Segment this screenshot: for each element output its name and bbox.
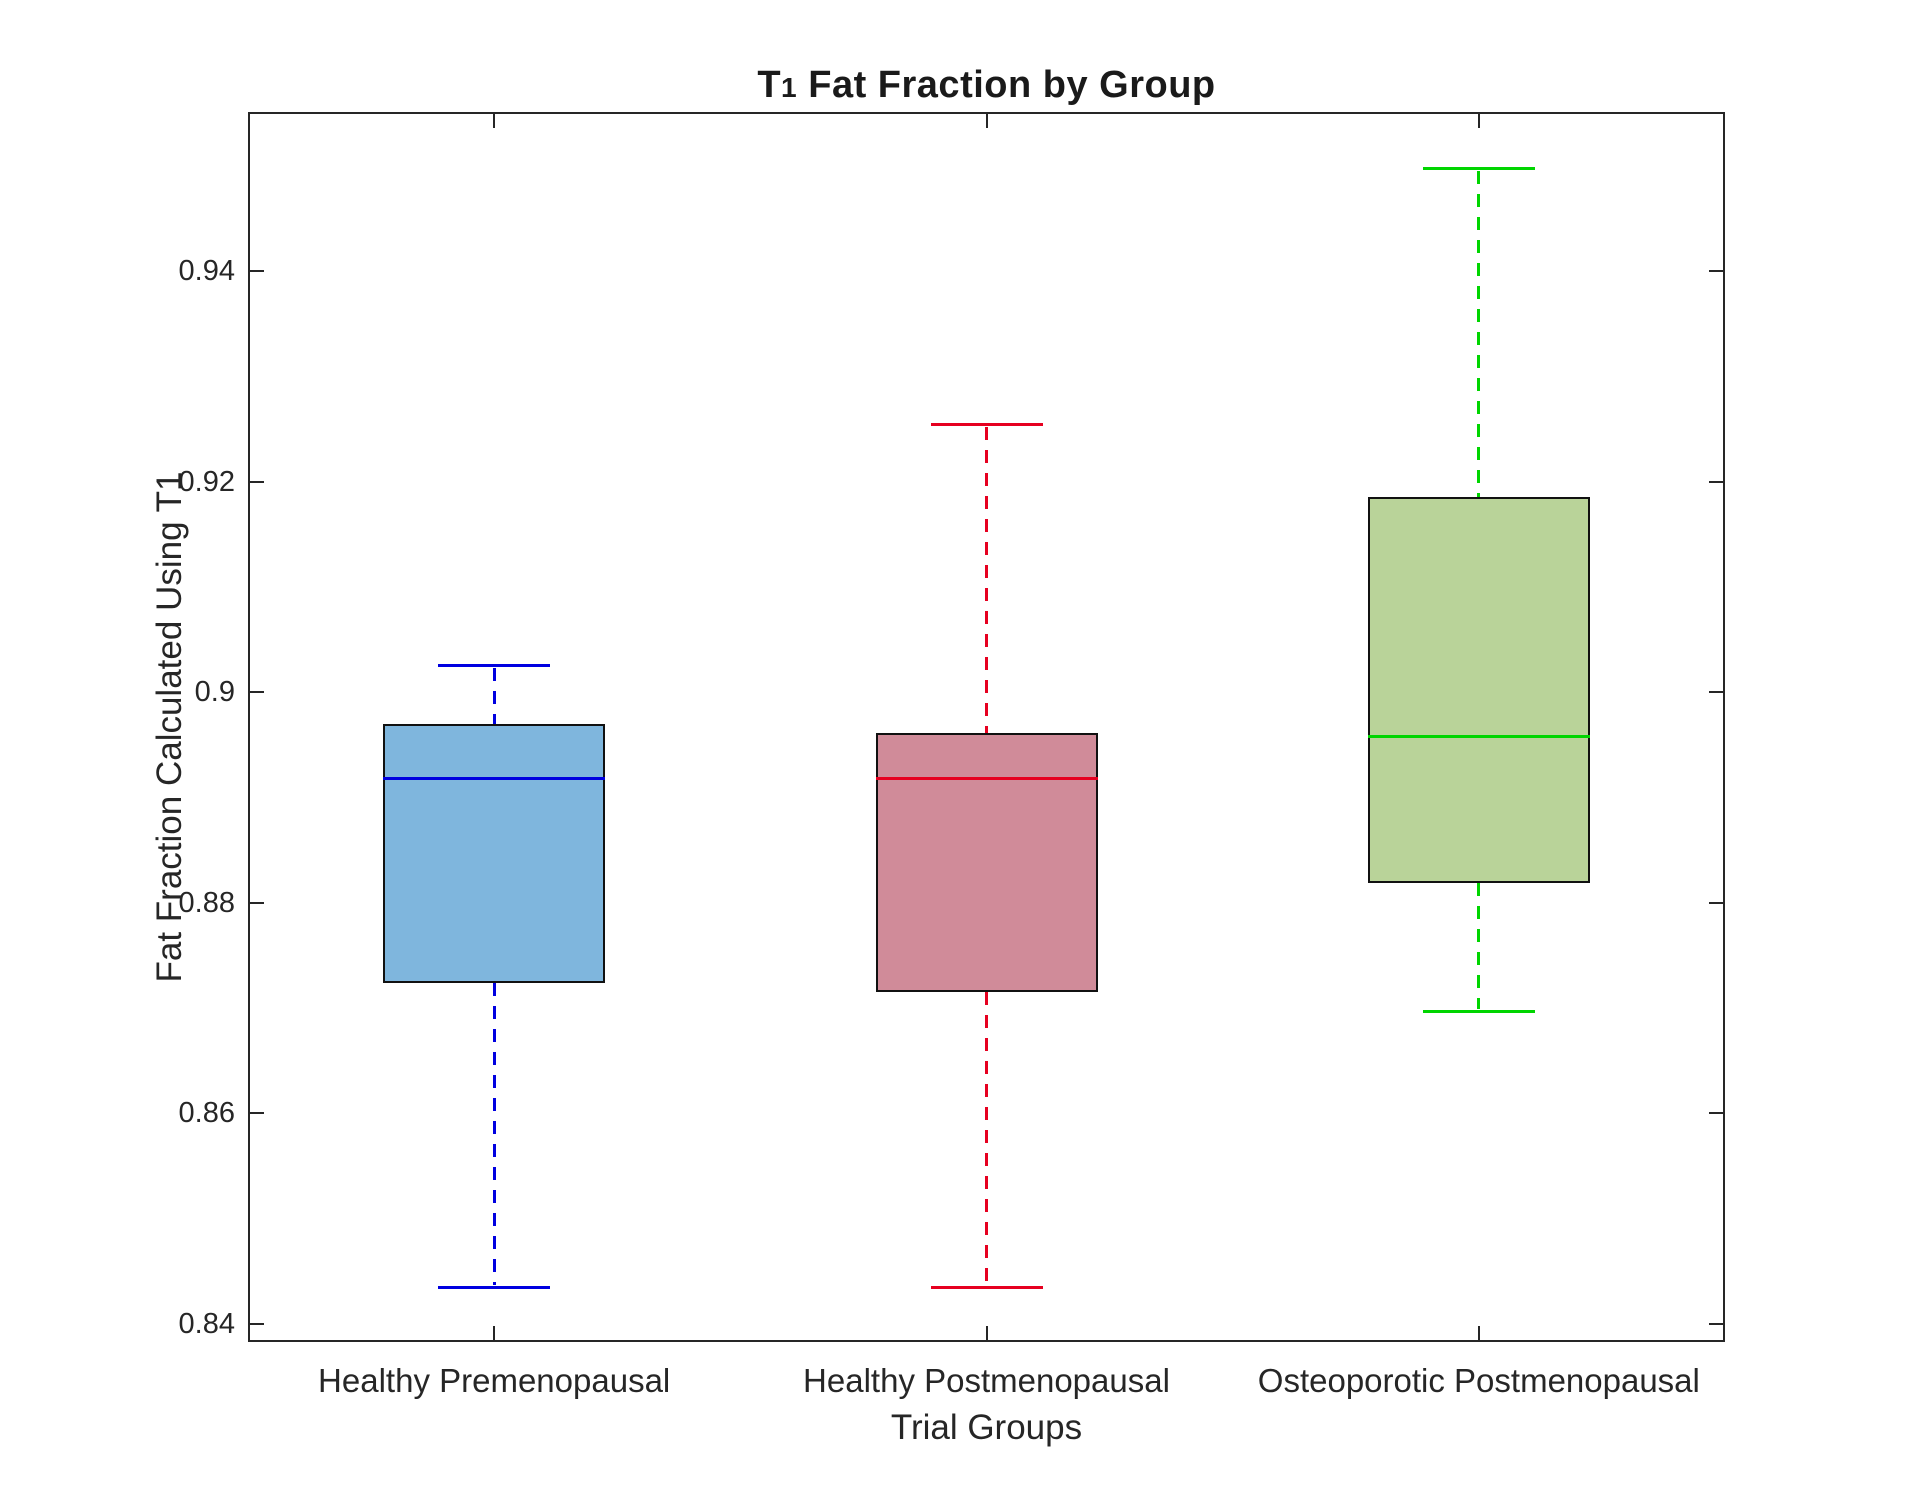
y-tick-left bbox=[248, 691, 264, 694]
upper-whisker-line bbox=[492, 667, 496, 724]
median-line bbox=[875, 776, 1098, 781]
x-tick-bottom bbox=[493, 1326, 496, 1342]
lower-whisker-cap bbox=[930, 1285, 1043, 1289]
y-tick-label: 0.88 bbox=[178, 886, 235, 919]
y-tick-left bbox=[248, 1323, 264, 1326]
y-tick-label: 0.92 bbox=[178, 465, 235, 498]
lower-whisker-line bbox=[985, 992, 988, 1286]
median-line bbox=[383, 776, 606, 781]
y-tick-label: 0.94 bbox=[178, 255, 235, 287]
y-axis-label: Fat Fraction Calculated Using T1 bbox=[150, 471, 189, 983]
lower-whisker-cap bbox=[1422, 1009, 1535, 1013]
y-tick-right bbox=[1709, 901, 1725, 904]
lower-whisker-line bbox=[492, 982, 496, 1286]
lower-whisker-line bbox=[1477, 882, 1481, 1010]
x-tick-top bbox=[985, 112, 988, 128]
upper-whisker-cap bbox=[1422, 167, 1535, 171]
box-iqr bbox=[383, 723, 606, 983]
upper-whisker-line bbox=[985, 426, 988, 734]
x-category-label: Healthy Postmenopausal bbox=[803, 1362, 1170, 1399]
y-tick-right bbox=[1709, 1112, 1725, 1115]
y-tick-left bbox=[248, 1112, 264, 1115]
y-tick-label: 0.9 bbox=[194, 676, 235, 709]
x-tick-bottom bbox=[1477, 1326, 1480, 1342]
y-tick-right bbox=[1709, 1323, 1725, 1326]
upper-whisker-cap bbox=[930, 423, 1043, 427]
x-tick-top bbox=[493, 112, 496, 128]
chart-title-rest: Fat Fraction by Group bbox=[797, 64, 1216, 106]
upper-whisker-cap bbox=[438, 664, 551, 668]
y-tick-left bbox=[248, 270, 264, 272]
x-tick-top bbox=[1477, 112, 1480, 128]
chart-title-prefix: T bbox=[757, 64, 782, 106]
upper-whisker-line bbox=[1477, 170, 1481, 498]
chart-title: T1 Fat Fraction by Group bbox=[248, 60, 1725, 110]
y-tick-left bbox=[248, 480, 264, 483]
y-tick-label: 0.84 bbox=[178, 1308, 235, 1341]
x-tick-bottom bbox=[985, 1326, 988, 1342]
x-axis-label: Trial Groups bbox=[890, 1408, 1083, 1447]
x-category-label: Osteoporotic Postmenopausal bbox=[1257, 1362, 1700, 1399]
box-iqr bbox=[1367, 497, 1590, 883]
y-tick-left bbox=[248, 901, 264, 904]
x-category-label: Healthy Premenopausal bbox=[318, 1362, 671, 1399]
box-iqr bbox=[875, 733, 1098, 993]
y-tick-right bbox=[1709, 691, 1725, 694]
median-line bbox=[1367, 734, 1590, 739]
y-tick-right bbox=[1709, 270, 1725, 272]
y-tick-label: 0.86 bbox=[178, 1097, 235, 1130]
lower-whisker-cap bbox=[438, 1285, 551, 1289]
y-tick-right bbox=[1709, 480, 1725, 483]
chart-title-subscript: 1 bbox=[781, 72, 798, 103]
